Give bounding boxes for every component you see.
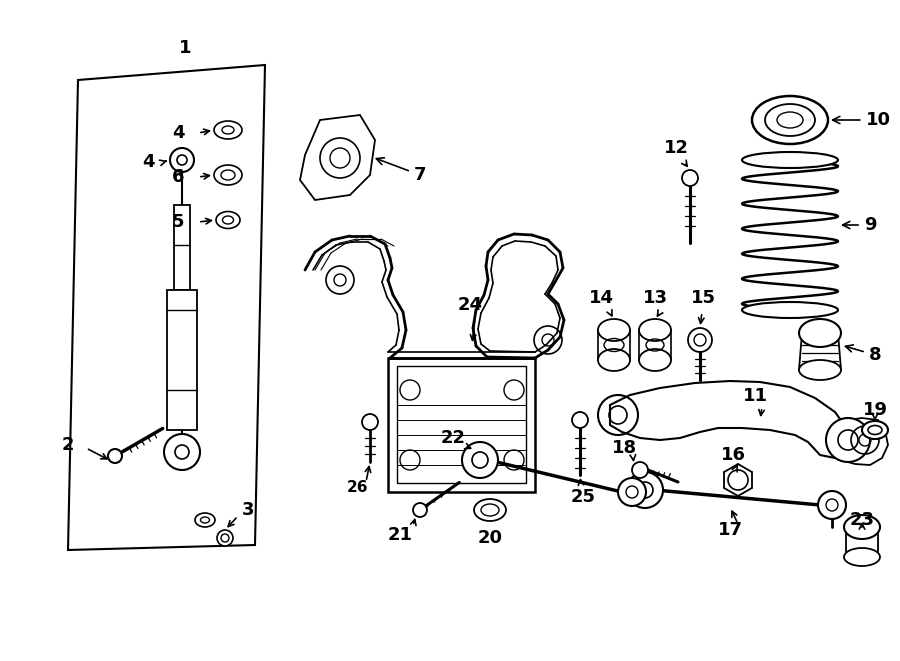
Circle shape <box>177 155 187 165</box>
Circle shape <box>362 414 378 430</box>
Ellipse shape <box>844 548 880 566</box>
Ellipse shape <box>216 212 240 229</box>
Circle shape <box>818 491 846 519</box>
Text: 4: 4 <box>172 124 184 142</box>
Circle shape <box>682 170 698 186</box>
Text: 15: 15 <box>690 289 716 307</box>
Text: 16: 16 <box>721 446 745 464</box>
Text: 13: 13 <box>643 289 668 307</box>
Text: 23: 23 <box>850 511 875 529</box>
Ellipse shape <box>862 421 888 439</box>
Text: 4: 4 <box>142 153 154 171</box>
Text: 9: 9 <box>842 216 877 234</box>
Circle shape <box>217 530 233 546</box>
Text: 3: 3 <box>242 501 254 519</box>
Circle shape <box>627 472 663 508</box>
Ellipse shape <box>474 499 506 521</box>
Circle shape <box>572 412 588 428</box>
Ellipse shape <box>799 319 841 347</box>
Circle shape <box>826 418 870 462</box>
Circle shape <box>175 445 189 459</box>
Circle shape <box>413 503 427 517</box>
Ellipse shape <box>214 165 242 185</box>
Ellipse shape <box>799 360 841 380</box>
Text: 25: 25 <box>571 488 596 506</box>
Text: 2: 2 <box>62 436 74 454</box>
Ellipse shape <box>742 152 838 168</box>
Text: 20: 20 <box>478 529 502 547</box>
Text: 1: 1 <box>179 39 191 57</box>
Text: 7: 7 <box>376 158 427 184</box>
Ellipse shape <box>598 319 630 341</box>
Circle shape <box>632 462 648 478</box>
Text: 22: 22 <box>440 429 465 447</box>
Circle shape <box>108 449 122 463</box>
Polygon shape <box>610 381 848 458</box>
Ellipse shape <box>639 349 671 371</box>
Text: 26: 26 <box>347 481 369 496</box>
Text: 6: 6 <box>172 168 184 186</box>
Text: 5: 5 <box>172 213 184 231</box>
Circle shape <box>618 478 646 506</box>
Text: 18: 18 <box>612 439 637 457</box>
Polygon shape <box>799 333 841 370</box>
Circle shape <box>164 434 200 470</box>
Text: 17: 17 <box>717 521 742 539</box>
Text: 14: 14 <box>589 289 614 307</box>
Ellipse shape <box>742 302 838 318</box>
Text: 12: 12 <box>663 139 688 157</box>
Ellipse shape <box>214 121 242 139</box>
Ellipse shape <box>844 515 880 539</box>
Polygon shape <box>174 205 190 290</box>
Ellipse shape <box>765 104 815 136</box>
Ellipse shape <box>752 96 828 144</box>
Text: 19: 19 <box>862 401 887 419</box>
Polygon shape <box>300 115 375 200</box>
Circle shape <box>320 138 360 178</box>
Text: 11: 11 <box>742 387 768 405</box>
Circle shape <box>462 442 498 478</box>
Ellipse shape <box>598 349 630 371</box>
Text: 8: 8 <box>845 345 881 364</box>
Polygon shape <box>167 290 197 430</box>
Text: 21: 21 <box>388 526 412 544</box>
Circle shape <box>170 148 194 172</box>
Ellipse shape <box>639 319 671 341</box>
Text: 24: 24 <box>457 296 482 314</box>
Text: 10: 10 <box>832 111 890 129</box>
Polygon shape <box>848 418 888 465</box>
Ellipse shape <box>195 513 215 527</box>
